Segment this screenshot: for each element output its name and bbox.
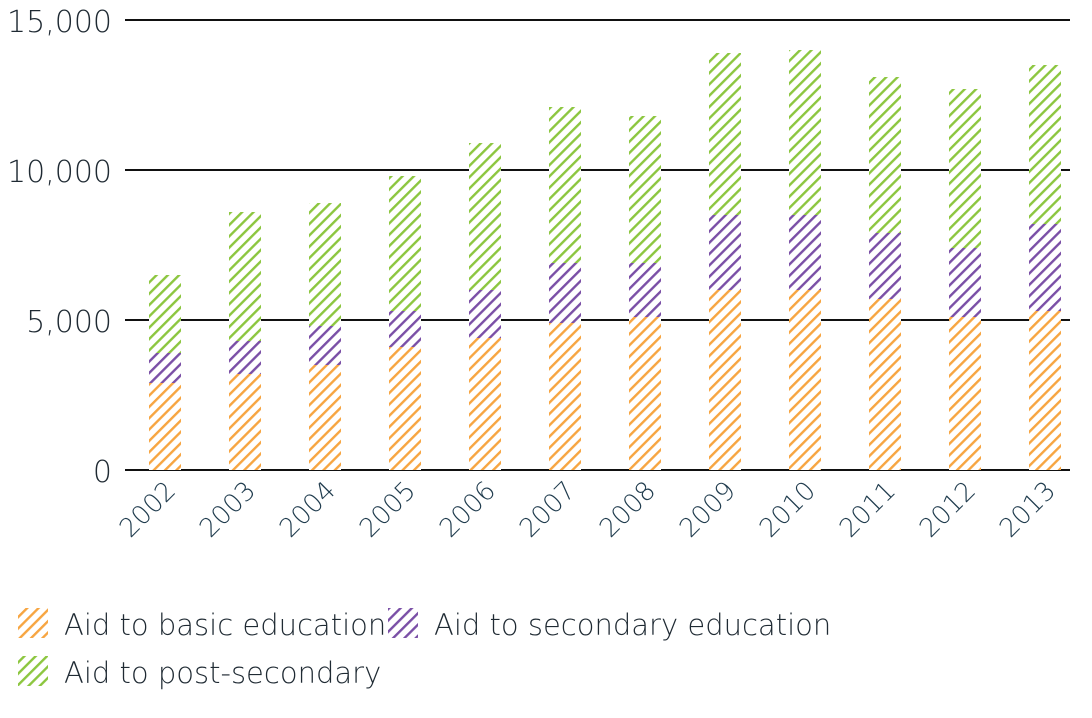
- legend-swatch: [18, 608, 48, 638]
- x-tick-label: 2007: [514, 476, 582, 544]
- x-tick-label: 2013: [994, 476, 1062, 544]
- bar-segment: [629, 317, 661, 470]
- bar-segment: [469, 338, 501, 470]
- bar-segment: [469, 143, 501, 290]
- bar-segment: [949, 248, 981, 317]
- bar-segment: [709, 53, 741, 215]
- bar-segment: [1029, 311, 1061, 470]
- x-tick-label: 2012: [914, 476, 982, 544]
- bar-segment: [789, 50, 821, 215]
- x-tick-label: 2006: [434, 476, 502, 544]
- legend-label: Aid to basic education: [64, 608, 386, 642]
- x-tick-label: 2002: [114, 476, 182, 544]
- bar-segment: [549, 107, 581, 263]
- bar-segment: [869, 77, 901, 233]
- bar-segment: [709, 290, 741, 470]
- bar-segment: [949, 317, 981, 470]
- x-tick-label: 2004: [274, 476, 342, 544]
- legend-label: Aid to post-secondary: [64, 656, 381, 690]
- bar-segment: [149, 383, 181, 470]
- y-tick-label: 0: [93, 455, 112, 490]
- bar-segment: [629, 263, 661, 317]
- bar-segment: [229, 374, 261, 470]
- bar-segment: [789, 215, 821, 290]
- bar-segment: [389, 176, 421, 311]
- bar-segment: [869, 299, 901, 470]
- y-tick-label: 10,000: [7, 155, 112, 190]
- legend-label: Aid to secondary education: [434, 608, 831, 642]
- bar-segment: [1029, 224, 1061, 311]
- bar-segment: [389, 347, 421, 470]
- bar-segment: [549, 323, 581, 470]
- bar-segment: [309, 326, 341, 365]
- x-tick-label: 2008: [594, 476, 662, 544]
- x-tick-label: 2005: [354, 476, 422, 544]
- bar-segment: [869, 233, 901, 299]
- x-tick-label: 2010: [754, 476, 822, 544]
- x-tick-label: 2011: [834, 476, 902, 544]
- y-tick-label: 5,000: [26, 305, 112, 340]
- x-tick-label: 2009: [674, 476, 742, 544]
- bar-segment: [149, 275, 181, 353]
- bar-segment: [789, 290, 821, 470]
- bar-segment: [229, 212, 261, 341]
- bar-segment: [949, 89, 981, 248]
- bar-segment: [709, 215, 741, 290]
- legend-swatch: [18, 656, 48, 686]
- bar-segment: [309, 365, 341, 470]
- bar-segment: [149, 353, 181, 383]
- bar-segment: [309, 203, 341, 326]
- bar-segment: [549, 263, 581, 323]
- bar-segment: [229, 341, 261, 374]
- y-tick-label: 15,000: [7, 5, 112, 40]
- bar-segment: [629, 116, 661, 263]
- bar-segment: [389, 311, 421, 347]
- bar-segment: [469, 290, 501, 338]
- legend-swatch: [388, 608, 418, 638]
- x-tick-label: 2003: [194, 476, 262, 544]
- bar-segment: [1029, 65, 1061, 224]
